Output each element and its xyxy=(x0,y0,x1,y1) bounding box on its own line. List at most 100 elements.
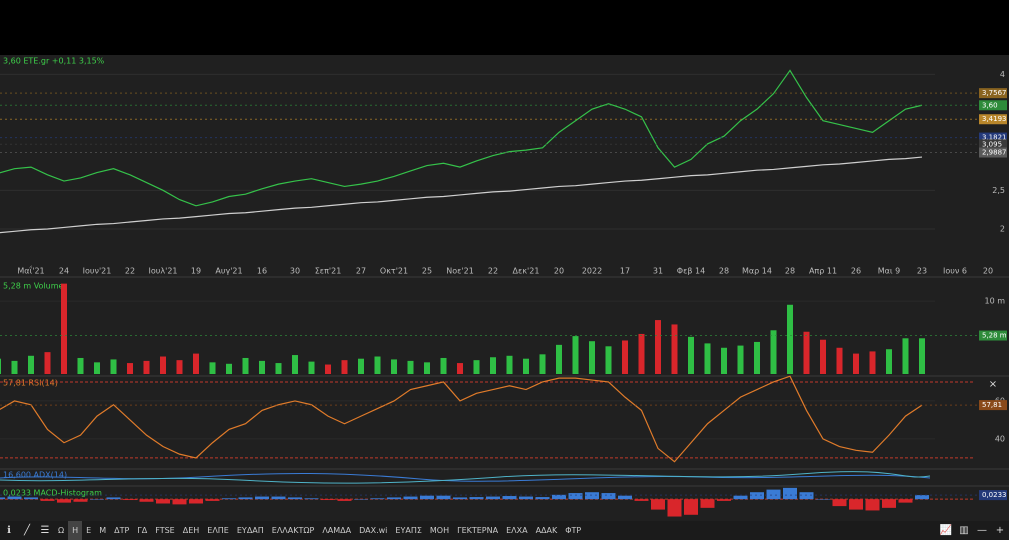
symbol-button[interactable]: ΜΟΗ xyxy=(426,521,453,540)
y-tick-label: 40 xyxy=(995,434,1005,443)
bar xyxy=(206,499,220,501)
bar xyxy=(408,361,414,374)
symbol-button[interactable]: ΓΕΚΤΕΡΝΑ xyxy=(453,521,502,540)
symbol-button[interactable]: ΦΤΡ xyxy=(561,521,585,540)
x-tick-label: 27 xyxy=(356,267,366,276)
toolbar: ℹ ╱ ☰ ΩΗΕΜΔΤΡΓΔFTSEΔΕΗΕΛΠΕΕΥΔΑΠΕΛΛΑΚΤΩΡΛ… xyxy=(0,521,1009,540)
bar xyxy=(523,359,529,374)
bar xyxy=(536,497,550,499)
price-flag-label: 2,9887 xyxy=(982,149,1007,157)
bar xyxy=(655,320,661,374)
bar xyxy=(622,340,628,374)
bar xyxy=(639,334,645,374)
symbol-button[interactable]: DAX.wi xyxy=(355,521,391,540)
x-tick-label: Μαι 9 xyxy=(878,267,901,276)
bar xyxy=(0,497,5,499)
bar xyxy=(787,305,793,374)
info-icon[interactable]: ℹ xyxy=(0,525,18,536)
symbol-button[interactable]: ΕΛΠΕ xyxy=(203,521,233,540)
symbol-button[interactable]: FTSE xyxy=(151,521,178,540)
x-tick-label: 28 xyxy=(785,267,795,276)
bar xyxy=(259,361,265,374)
bar xyxy=(354,499,368,500)
bar xyxy=(800,492,814,499)
symbol-button[interactable]: ΕΛΛΑΚΤΩΡ xyxy=(268,521,319,540)
bar xyxy=(754,342,760,374)
bar xyxy=(226,364,232,374)
bar xyxy=(820,340,826,374)
draw-icon[interactable]: ╱ xyxy=(18,525,36,536)
bar xyxy=(804,332,810,374)
bar xyxy=(358,359,364,374)
symbol-button[interactable]: ΕΥΑΠΣ xyxy=(391,521,425,540)
bar xyxy=(391,359,397,374)
bar xyxy=(721,348,727,374)
panel-title: 3,60 ΕΤΕ.gr +0,11 3,15% xyxy=(3,57,105,66)
bar xyxy=(919,338,925,374)
zoom-in[interactable]: + xyxy=(991,525,1009,536)
bar xyxy=(474,360,480,374)
bar xyxy=(8,497,22,500)
bar xyxy=(305,498,319,499)
x-tick-label: Ιουν 6 xyxy=(943,267,967,276)
bar xyxy=(342,360,348,374)
bar xyxy=(127,363,133,374)
bar xyxy=(309,362,315,374)
adx-title: 16,600 ADX(14) xyxy=(3,471,67,480)
x-tick-label: 30 xyxy=(290,267,300,276)
bar xyxy=(144,361,150,374)
bar xyxy=(556,345,562,374)
x-tick-label: 2022 xyxy=(582,267,602,276)
bar-type-icon[interactable]: ▥ xyxy=(955,525,973,536)
bar xyxy=(833,499,847,506)
x-tick-label: Δεκ'21 xyxy=(513,267,540,276)
symbol-button[interactable]: Ε xyxy=(82,521,95,540)
bar xyxy=(684,499,698,515)
bar xyxy=(672,324,678,374)
bar xyxy=(243,358,249,374)
bar xyxy=(156,499,170,503)
symbol-button[interactable]: ΕΛΧΑ xyxy=(502,521,531,540)
symbol-button[interactable]: Ω xyxy=(54,521,68,540)
symbol-button[interactable]: ΓΔ xyxy=(133,521,151,540)
bar xyxy=(849,499,863,509)
menu-icon[interactable]: ☰ xyxy=(36,525,54,536)
symbol-button[interactable]: ΑΔΑΚ xyxy=(532,521,562,540)
bar xyxy=(490,357,496,374)
x-tick-label: 22 xyxy=(125,267,135,276)
symbol-button[interactable]: ΕΥΔΑΠ xyxy=(233,521,268,540)
bar xyxy=(734,496,748,499)
bar xyxy=(41,499,55,501)
x-tick-label: 20 xyxy=(554,267,564,276)
symbol-button[interactable]: ΛΑΜΔΑ xyxy=(318,521,355,540)
x-tick-label: 28 xyxy=(719,267,729,276)
panel-title: 5,28 m Volume xyxy=(3,282,64,291)
symbol-button[interactable]: Μ xyxy=(95,521,110,540)
bar xyxy=(387,497,401,499)
bar xyxy=(903,338,909,374)
x-tick-label: Μαΐ'21 xyxy=(17,265,44,276)
bar xyxy=(189,499,203,503)
bar xyxy=(552,495,566,499)
price-flag-label: 3,4193 xyxy=(982,115,1007,123)
x-tick-label: 20 xyxy=(983,267,993,276)
price-flag-label: 3,7567 xyxy=(982,89,1007,97)
panel-title: 0,0233 MACD-Histogram xyxy=(3,489,102,498)
x-tick-label: 22 xyxy=(488,267,498,276)
bar xyxy=(540,354,546,374)
zoom-out[interactable]: — xyxy=(973,525,991,536)
bar xyxy=(193,354,199,374)
bar xyxy=(321,499,335,500)
bar xyxy=(222,498,236,499)
y-tick-label: 4 xyxy=(1000,70,1005,79)
symbol-button[interactable]: Η xyxy=(68,521,82,540)
bar xyxy=(606,346,612,374)
symbol-button[interactable]: ΔΤΡ xyxy=(110,521,133,540)
chart-type-icon[interactable]: 📈 xyxy=(937,525,955,536)
symbol-button[interactable]: ΔΕΗ xyxy=(179,521,204,540)
bar xyxy=(160,357,166,374)
close-button[interactable]: × xyxy=(989,379,997,390)
bar xyxy=(255,497,269,500)
x-tick-label: Απρ 11 xyxy=(809,267,837,276)
bar xyxy=(767,490,781,500)
